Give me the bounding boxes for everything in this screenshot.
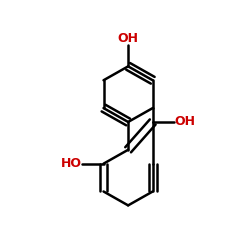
Text: OH: OH (118, 32, 139, 45)
Text: HO: HO (61, 157, 82, 170)
Text: OH: OH (174, 116, 195, 128)
